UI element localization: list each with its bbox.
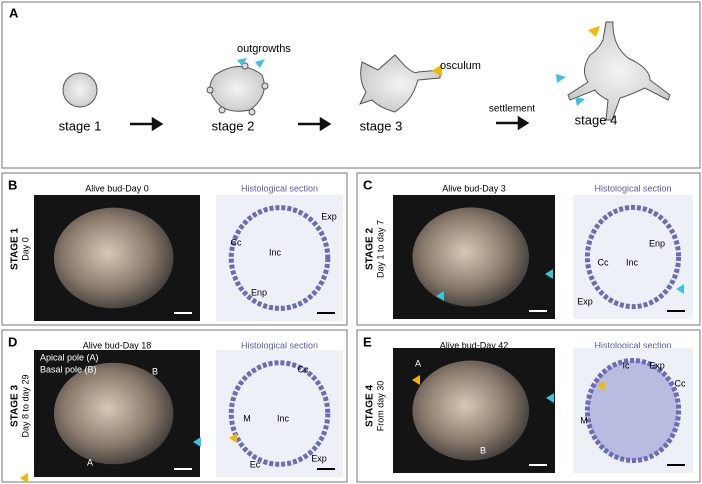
section-label: M (243, 413, 251, 423)
photo-title: Alive bud-Day 3 (442, 183, 506, 193)
stage-diagrams (62, 21, 671, 121)
section-label: Ec (250, 459, 261, 469)
tissue-section (228, 205, 331, 311)
stage-arrows (130, 115, 530, 132)
stage-period: From day 30 (375, 381, 385, 432)
panel-letter: E (363, 334, 372, 349)
stage-title: STAGE 3 (10, 385, 21, 427)
photo-label: Apical pole (A) (40, 352, 99, 362)
arrowhead (412, 375, 420, 385)
section-image (216, 350, 343, 477)
section-title: Histological section (594, 183, 671, 193)
annotation: osculum (440, 60, 481, 72)
section-label: Inc (626, 257, 639, 267)
section-title: Histological section (241, 183, 318, 193)
panel-frame (356, 172, 701, 326)
stage-period: Day 1 to day 7 (375, 220, 385, 278)
tissue-section (584, 358, 682, 463)
bud-photo (53, 362, 174, 465)
section-label: Exp (649, 360, 665, 370)
arrowhead (20, 473, 28, 483)
bud-photo (412, 360, 530, 461)
section-label: Cc (231, 237, 242, 247)
section-label: Enp (649, 238, 665, 248)
stage-label: stage 4 (575, 112, 618, 127)
stage-period: Day 0 (20, 237, 30, 261)
section-label: Ic (622, 360, 630, 370)
section-label: Exp (321, 211, 337, 221)
section-title: Histological section (241, 340, 318, 350)
section-image (216, 195, 343, 321)
arrowheads-a (237, 26, 600, 106)
panel-frame (1, 329, 348, 483)
stage-label: stage 1 (59, 118, 102, 133)
arrowhead (597, 381, 605, 391)
bud-photo (412, 207, 530, 307)
stage-title: STAGE 4 (365, 385, 376, 427)
section-label: M (580, 415, 588, 425)
arrowhead (545, 269, 553, 279)
arrowhead (676, 284, 684, 294)
photo-title: Alive bud-Day 0 (85, 183, 149, 193)
arrowhead (229, 433, 237, 443)
arrowhead (436, 291, 444, 301)
photo-label: A (415, 358, 421, 368)
panel-frame (1, 172, 348, 326)
panel-a-frame (1, 1, 701, 169)
section-label: Cc (298, 364, 309, 374)
section-label: Inc (277, 413, 290, 423)
section-label: Exp (577, 296, 593, 306)
section-title: Histological section (594, 340, 671, 350)
panel-letter: D (8, 334, 17, 349)
arrowhead (193, 437, 201, 447)
bud-photo (53, 207, 174, 309)
stage-label: stage 2 (212, 118, 255, 133)
photo-label: Basal pole (B) (40, 364, 97, 374)
stage-title: STAGE 2 (365, 228, 376, 270)
transition-label: settlement (489, 104, 535, 115)
panel-letter: A (9, 5, 19, 20)
section-label: Cc (598, 257, 609, 267)
section-label: Exp (311, 453, 327, 463)
photo-title: Alive bud-Day 18 (83, 340, 152, 350)
stage-title: STAGE 1 (10, 228, 21, 270)
panel-letter: B (8, 177, 17, 192)
photo-label: A (87, 457, 93, 467)
section-label: Enp (251, 287, 267, 297)
tissue-section (584, 204, 682, 310)
photo-label: B (480, 445, 486, 455)
stage-period: Day 8 to day 29 (20, 374, 30, 437)
section-image (573, 195, 693, 319)
photo-title: Alive bud-Day 42 (440, 340, 509, 350)
panel-frame (356, 329, 701, 483)
panel-letter: C (363, 177, 373, 192)
arrowhead (546, 393, 554, 403)
photo-label: B (152, 366, 158, 376)
tissue-section (228, 360, 331, 467)
section-label: Inc (269, 247, 282, 257)
stage-label: stage 3 (360, 118, 403, 133)
annotation: outgrowths (237, 43, 291, 55)
section-label: Cc (675, 378, 686, 388)
